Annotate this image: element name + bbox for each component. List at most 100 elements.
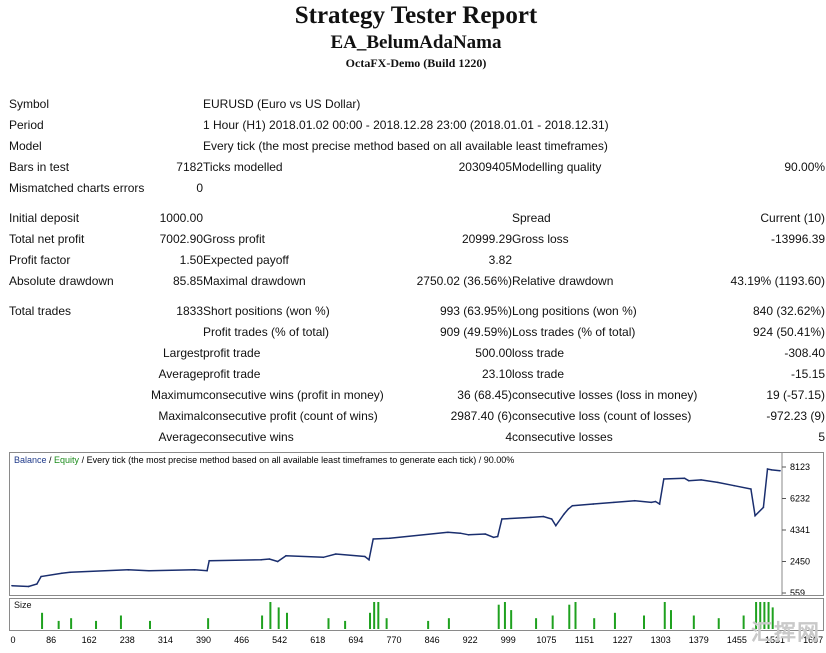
x-tick-label: 1531 <box>765 635 785 645</box>
grossprofit-label: Gross profit <box>203 232 266 246</box>
balance-chart: Balance / Equity / Every tick (the most … <box>9 452 824 596</box>
absdd-label: Absolute drawdown <box>9 274 114 288</box>
balance-point <box>285 554 287 557</box>
grossloss-label: Gross loss <box>512 232 569 246</box>
balance-point <box>484 533 487 535</box>
maximum-label: Maximum <box>150 388 203 402</box>
size-bar <box>41 612 44 629</box>
ticks-value: 20309405 <box>458 160 512 174</box>
balance-point <box>492 536 495 539</box>
x-tick-label: 694 <box>348 635 363 645</box>
deposit-value: 1000.00 <box>159 211 203 225</box>
balance-point <box>148 569 150 572</box>
y-tick-label: 6232 <box>790 494 810 504</box>
trades-value: 1833 <box>176 304 203 318</box>
balance-point <box>459 532 462 534</box>
long-value: 840 (32.62%) <box>753 304 826 318</box>
size-bar <box>497 604 500 629</box>
quality-value: 90.00% <box>784 160 826 174</box>
x-tick-label: 1151 <box>575 635 594 645</box>
row-period: Period 1 Hour (H1) 2018.01.02 00:00 - 20… <box>9 115 825 136</box>
avg-wins-label: consecutive wins <box>203 430 294 444</box>
row-netprofit: Total net profit 7002.90 Gross profit 20… <box>9 229 825 250</box>
size-bar <box>207 618 210 629</box>
long-label: Long positions (won %) <box>512 304 637 318</box>
average-profit-label: profit trade <box>203 367 261 381</box>
balance-point <box>260 559 262 561</box>
largest-profit-value: 500.00 <box>475 346 512 360</box>
trades-label: Total trades <box>9 304 72 318</box>
size-bar <box>373 602 376 629</box>
balance-point <box>530 516 532 519</box>
absdd-value: 85.85 <box>172 274 203 288</box>
short-value: 993 (63.95%) <box>439 304 512 318</box>
balance-chart-svg: 8123 6232 4341 2450 559 <box>11 453 810 595</box>
size-bar <box>70 618 73 629</box>
x-tick-label: 1227 <box>613 635 633 645</box>
maximal-profit-value: 2987.40 (6) <box>450 409 512 423</box>
caption-rest: / Every tick (the most precise method ba… <box>79 455 515 465</box>
x-tick-label: 846 <box>425 635 440 645</box>
size-bar <box>510 610 513 629</box>
payoff-value: 3.82 <box>488 253 512 267</box>
size-bar <box>377 602 380 629</box>
balance-point <box>762 506 765 509</box>
row-largest: Largest profit trade 500.00 loss trade -… <box>9 343 825 364</box>
balance-point <box>447 531 449 534</box>
grossprofit-value: 20999.29 <box>461 232 512 246</box>
x-tick-label: 86 <box>46 635 56 645</box>
spread-label: Spread <box>512 211 551 225</box>
largest-loss-value: -308.40 <box>784 346 826 360</box>
balance-point <box>555 524 557 527</box>
size-bar <box>503 602 506 629</box>
row-model: Model Every tick (the most precise metho… <box>9 136 825 157</box>
x-tick-label: 162 <box>82 635 97 645</box>
x-axis: 0 86 162 238 314 390 466 542 618 694 770 846 922 999 1… <box>9 632 824 646</box>
balance-point <box>754 514 756 517</box>
max-losses-value: 19 (-57.15) <box>766 388 826 402</box>
ticks-label: Ticks modelled <box>203 160 283 174</box>
y-tick-label: 8123 <box>790 462 810 472</box>
spread-value: Current (10) <box>760 211 826 225</box>
quality-label: Modelling quality <box>512 160 602 174</box>
balance-point <box>372 538 374 540</box>
short-label: Short positions (won %) <box>203 304 330 318</box>
balance-point <box>633 499 636 502</box>
size-bar <box>344 620 347 629</box>
balance-point <box>650 501 653 504</box>
maxdd-value: 2750.02 (36.56%) <box>416 274 512 288</box>
size-bar <box>385 618 388 629</box>
size-bar <box>269 602 272 629</box>
balance-point <box>322 556 325 559</box>
balance-point <box>193 569 196 571</box>
size-bar <box>119 615 122 629</box>
profit-trades-value: 909 (49.59%) <box>439 325 512 339</box>
size-bar <box>763 602 766 629</box>
mismatch-value: 0 <box>196 181 203 195</box>
balance-point <box>567 508 570 510</box>
balance-point <box>563 513 565 515</box>
period-label: Period <box>9 118 44 132</box>
size-chart-svg <box>41 602 774 629</box>
balance-point <box>335 553 337 555</box>
maximal-label: Maximal <box>158 409 203 423</box>
size-bar <box>95 620 98 629</box>
pf-value: 1.50 <box>179 253 203 267</box>
watermark-logo: 汇挥网 <box>750 620 820 645</box>
largest-loss-label: loss trade <box>512 346 565 360</box>
balance-line <box>11 468 781 588</box>
avg-losses-value: 5 <box>818 430 826 444</box>
maxdd-label: Maximal drawdown <box>203 274 306 288</box>
maximal-profit-label: consecutive profit (count of wins) <box>203 409 378 423</box>
x-tick-label: 238 <box>120 635 135 645</box>
x-tick-label: 1075 <box>536 635 556 645</box>
balance-point <box>750 488 752 490</box>
balance-point <box>496 535 499 538</box>
y-tick-label: 559 <box>790 588 805 595</box>
x-tick-label: 390 <box>196 635 211 645</box>
x-tick-label: 1455 <box>727 635 747 645</box>
row-trades: Total trades 1833 Short positions (won %… <box>9 301 825 322</box>
balance-point <box>716 481 719 484</box>
balance-point <box>592 503 594 505</box>
period-value: 1 Hour (H1) 2018.01.02 00:00 - 2018.12.2… <box>203 118 609 132</box>
